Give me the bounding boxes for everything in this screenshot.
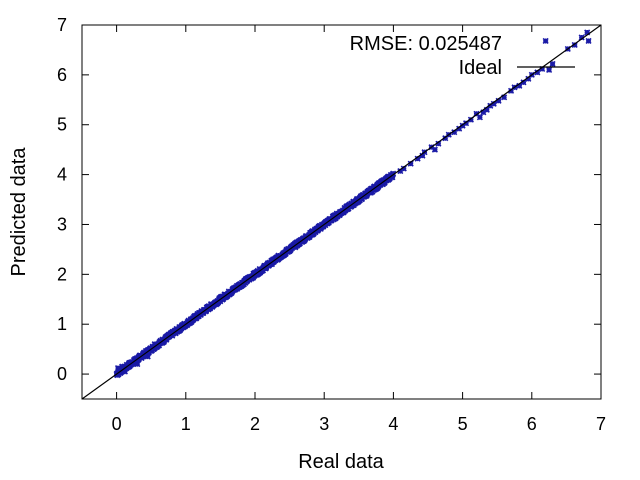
data-point (525, 75, 532, 82)
y-tick-label: 4 (57, 165, 67, 185)
data-point (397, 168, 404, 175)
data-point (534, 69, 541, 76)
y-axis: 0 1 2 3 4 5 6 7 (57, 15, 601, 384)
data-point (473, 110, 480, 117)
rmse-annotation: RMSE: 0.025487 (350, 33, 502, 55)
data-point (431, 146, 438, 153)
legend-label-ideal: Ideal (459, 57, 502, 79)
y-axis-title: Predicted data (8, 147, 30, 277)
data-point (584, 29, 591, 36)
data-point (539, 65, 546, 72)
data-point (578, 34, 585, 41)
x-tick-label: 6 (527, 414, 537, 434)
data-point (476, 114, 483, 121)
legend: RMSE: 0.025487 Ideal (350, 33, 575, 79)
data-point (435, 140, 442, 147)
data-point (462, 120, 470, 127)
data-point (419, 152, 426, 159)
data-point (520, 79, 527, 86)
y-tick-label: 7 (57, 15, 67, 35)
y-tick-label: 5 (57, 115, 67, 135)
data-point (571, 41, 578, 49)
data-point (516, 82, 523, 89)
data-point (451, 129, 458, 136)
data-point (490, 100, 497, 107)
data-point (467, 116, 474, 123)
x-tick-label: 4 (388, 414, 398, 434)
x-tick-label: 2 (250, 414, 260, 434)
x-axis: 0 1 2 3 4 5 6 7 (112, 25, 606, 434)
y-tick-label: 0 (57, 364, 67, 384)
data-point (480, 109, 487, 116)
y-tick-label: 3 (57, 214, 67, 234)
data-point (542, 37, 549, 45)
y-tick-label: 6 (57, 65, 67, 85)
x-tick-label: 3 (319, 414, 329, 434)
x-tick-label: 0 (112, 414, 122, 434)
y-tick-label: 1 (57, 314, 67, 334)
data-point (501, 94, 508, 101)
data-point (442, 135, 449, 142)
data-point (549, 60, 556, 67)
data-point (407, 160, 414, 167)
plot-frame (81, 24, 602, 400)
data-point (546, 66, 553, 73)
data-point (495, 97, 502, 104)
data-point (507, 87, 515, 94)
data-point (487, 102, 494, 109)
data-point (389, 174, 396, 181)
data-point (400, 165, 407, 172)
x-axis-title: Real data (298, 451, 384, 473)
data-point (459, 122, 466, 129)
data-point (456, 125, 463, 132)
data-point (414, 155, 421, 162)
x-tick-label: 7 (596, 414, 606, 434)
data-point (390, 170, 397, 177)
data-point (585, 37, 592, 45)
y-tick-label: 2 (57, 264, 67, 284)
x-tick-label: 1 (181, 414, 191, 434)
ideal-line (82, 25, 601, 399)
x-tick-label: 5 (458, 414, 468, 434)
data-point (483, 106, 490, 113)
